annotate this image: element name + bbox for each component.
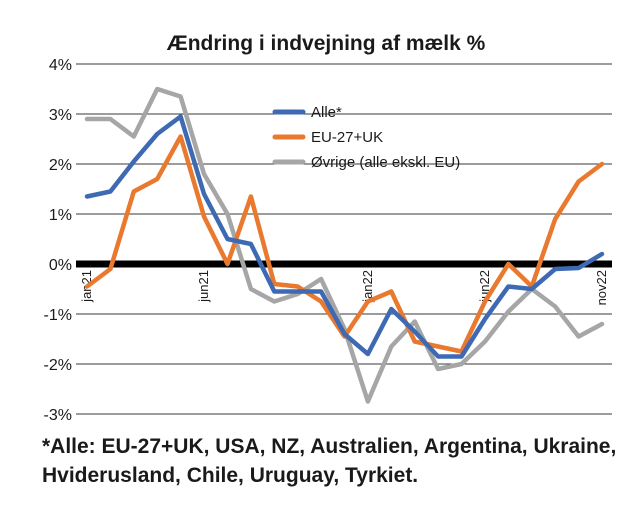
x-tick-label: nov22 [594,270,609,305]
legend-label: EU-27+UK [311,129,383,146]
series-line [84,86,605,404]
y-tick-label: -3% [44,407,72,424]
grid [76,63,612,415]
y-tick-label: -1% [44,307,72,324]
y-axis: 4% 3% 2% 1% 0% -1% -2% -3% [44,57,72,424]
x-tick-label: jan22 [360,270,375,303]
legend-label: Alle* [311,104,342,121]
legend-label: Øvrige (alle ekskl. EU) [311,154,460,171]
y-tick-label: 1% [49,207,72,224]
y-tick-label: 4% [49,57,72,74]
y-tick-label: -2% [44,357,72,374]
legend: Alle* EU-27+UK Øvrige (alle ekskl. EU) [272,104,460,171]
chart-title: Ændring i indvejning af mælk % [167,32,486,55]
y-tick-label: 3% [49,107,72,124]
series-lines [84,86,605,404]
x-tick-label: jun21 [196,270,211,303]
y-tick-label: 0% [49,257,72,274]
y-tick-label: 2% [49,157,72,174]
chart-footnote: *Alle: EU-27+UK, USA, NZ, Australien, Ar… [42,435,617,487]
series-line [84,114,605,359]
